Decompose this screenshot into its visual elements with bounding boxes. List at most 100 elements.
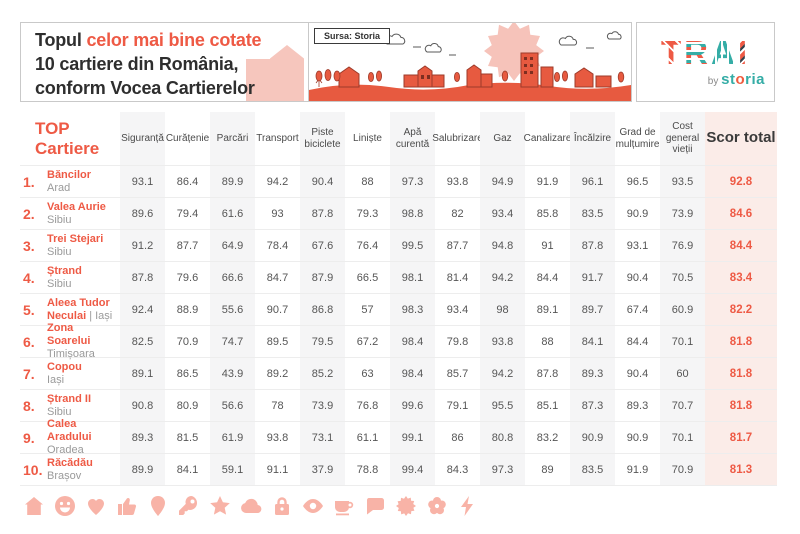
value-cell: 93.1 — [120, 166, 165, 197]
score-cell: 81.3 — [705, 454, 777, 485]
neighborhood-name: Calea Aradului — [47, 418, 92, 444]
building-silhouette — [270, 45, 304, 101]
value-cell: 79.8 — [446, 335, 469, 348]
value-cell: 91.7 — [570, 262, 615, 293]
neighborhood-cell: 7. Copou Iași — [20, 358, 120, 389]
value-cell: 79.5 — [300, 326, 345, 357]
neighborhood-cell: 1. Băncilor Arad — [20, 166, 120, 197]
rank-number: 8. — [23, 397, 35, 414]
footer-icons — [22, 494, 480, 518]
value-cell: 94.2 — [266, 175, 289, 188]
value-cell: 83.5 — [570, 198, 615, 229]
value-cell: 94.8 — [480, 230, 525, 261]
value-cell: 93.4 — [446, 303, 469, 316]
value-cell: 80.9 — [176, 399, 199, 412]
value-cell: 84.3 — [446, 463, 469, 476]
neighborhood-cell: 3. Trei Stejari Sibiu — [20, 230, 120, 261]
value-cell: 89.9 — [210, 166, 255, 197]
value-cell: 91.1 — [266, 463, 289, 476]
sun-icon — [394, 494, 418, 518]
table-row: 3. Trei Stejari Sibiu 91.2 87.7 64.9 78.4 67.6 7… — [20, 229, 777, 261]
neighborhood-cell: 5. Aleea Tudor Neculai | Iași — [20, 294, 120, 325]
city-name: Sibiu — [47, 277, 72, 290]
value-cell: 78 — [271, 399, 284, 412]
value-cell: 70.5 — [660, 262, 705, 293]
table-row: 10. Răcădău Brașov 89.9 84.1 59.1 91.1 37.9 78.8… — [20, 453, 777, 485]
table-row: 4. Ștrand Sibiu 87.8 79.6 66.6 84.7 87.9 66.5 98.… — [20, 261, 777, 293]
value-cell: 88 — [361, 175, 374, 188]
value-cell: 76.9 — [660, 230, 705, 261]
score-cell: 81.7 — [705, 422, 777, 453]
value-cell: 93.4 — [480, 198, 525, 229]
column-header: Parcări — [210, 112, 255, 165]
value-cell: 81.4 — [446, 271, 469, 284]
key-icon — [177, 494, 201, 518]
value-cell: 96.5 — [626, 175, 649, 188]
city-name: Timișoara — [47, 347, 95, 360]
value-cell: 87.8 — [570, 230, 615, 261]
value-cell: 59.1 — [210, 454, 255, 485]
rank-number: 3. — [23, 237, 35, 254]
value-cell: 99.5 — [390, 230, 435, 261]
neighborhood-cell: 2. Valea Aurie Sibiu — [20, 198, 120, 229]
column-header: Gaz — [480, 112, 525, 165]
value-cell: 84.4 — [626, 335, 649, 348]
city-name: Iași — [47, 373, 65, 386]
storia-logo: storia — [721, 71, 765, 88]
value-cell: 82.5 — [120, 326, 165, 357]
value-cell: 80.8 — [480, 422, 525, 453]
score-cell: 84.6 — [705, 198, 777, 229]
value-cell: 78.8 — [356, 463, 379, 476]
by-label: by — [707, 76, 719, 87]
house-icon — [22, 494, 46, 518]
value-cell: 95.5 — [480, 390, 525, 421]
value-cell: 91.9 — [626, 463, 649, 476]
column-header: Salubrizare — [432, 132, 483, 144]
value-cell: 85.8 — [536, 207, 559, 220]
value-cell: 89.5 — [266, 335, 289, 348]
value-cell: 89.6 — [120, 198, 165, 229]
value-cell: 67.4 — [626, 303, 649, 316]
value-cell: 90.4 — [626, 367, 649, 380]
value-cell: 91 — [541, 239, 554, 252]
value-cell: 66.6 — [210, 262, 255, 293]
value-cell: 61.6 — [210, 198, 255, 229]
column-header: Piste biciclete — [300, 112, 345, 165]
value-cell: 61.9 — [210, 422, 255, 453]
value-cell: 87.8 — [120, 262, 165, 293]
value-cell: 88.9 — [176, 303, 199, 316]
value-cell: 85.2 — [300, 358, 345, 389]
column-header: Canalizare — [523, 132, 572, 144]
value-cell: 70.1 — [660, 326, 705, 357]
value-cell: 94.9 — [480, 166, 525, 197]
value-cell: 87.3 — [570, 390, 615, 421]
title-part: 10 cartiere din România, — [35, 53, 239, 74]
score-cell: 83.4 — [705, 262, 777, 293]
column-header: Liniște — [353, 132, 382, 144]
value-cell: 70.1 — [660, 422, 705, 453]
rank-number: 1. — [23, 173, 35, 190]
value-cell: 87.9 — [300, 262, 345, 293]
column-header: Încălzire — [570, 112, 615, 165]
value-cell: 86.4 — [176, 175, 199, 188]
neighborhood-cell: 9. Calea Aradului Oradea — [20, 418, 120, 456]
value-cell: 89.7 — [570, 294, 615, 325]
header: Topul celor mai bine cotate 10 cartiere d… — [20, 22, 632, 102]
value-cell: 88 — [541, 335, 554, 348]
city-name: Arad — [47, 181, 71, 194]
title-part: conform Vocea Cartierelor — [35, 77, 255, 98]
rank-number: 6. — [23, 333, 35, 350]
value-cell: 91.9 — [536, 175, 559, 188]
value-cell: 87.8 — [300, 198, 345, 229]
value-cell: 85.7 — [446, 367, 469, 380]
neighborhood-name: Aleea Tudor Neculai — [47, 296, 110, 322]
value-cell: 90.4 — [626, 271, 649, 284]
score-total-header: Scor total — [705, 112, 777, 165]
neighborhood-name: Trei Stejari — [47, 232, 104, 245]
rank-number: 7. — [23, 365, 35, 382]
neighborhood-name: Băncilor — [47, 168, 92, 181]
value-cell: 93.5 — [660, 166, 705, 197]
table-row: 5. Aleea Tudor Neculai | Iași 92.4 88.9 55.6… — [20, 293, 777, 325]
table-row: 2. Valea Aurie Sibiu 89.6 79.4 61.6 93 87.8 79.3… — [20, 197, 777, 229]
